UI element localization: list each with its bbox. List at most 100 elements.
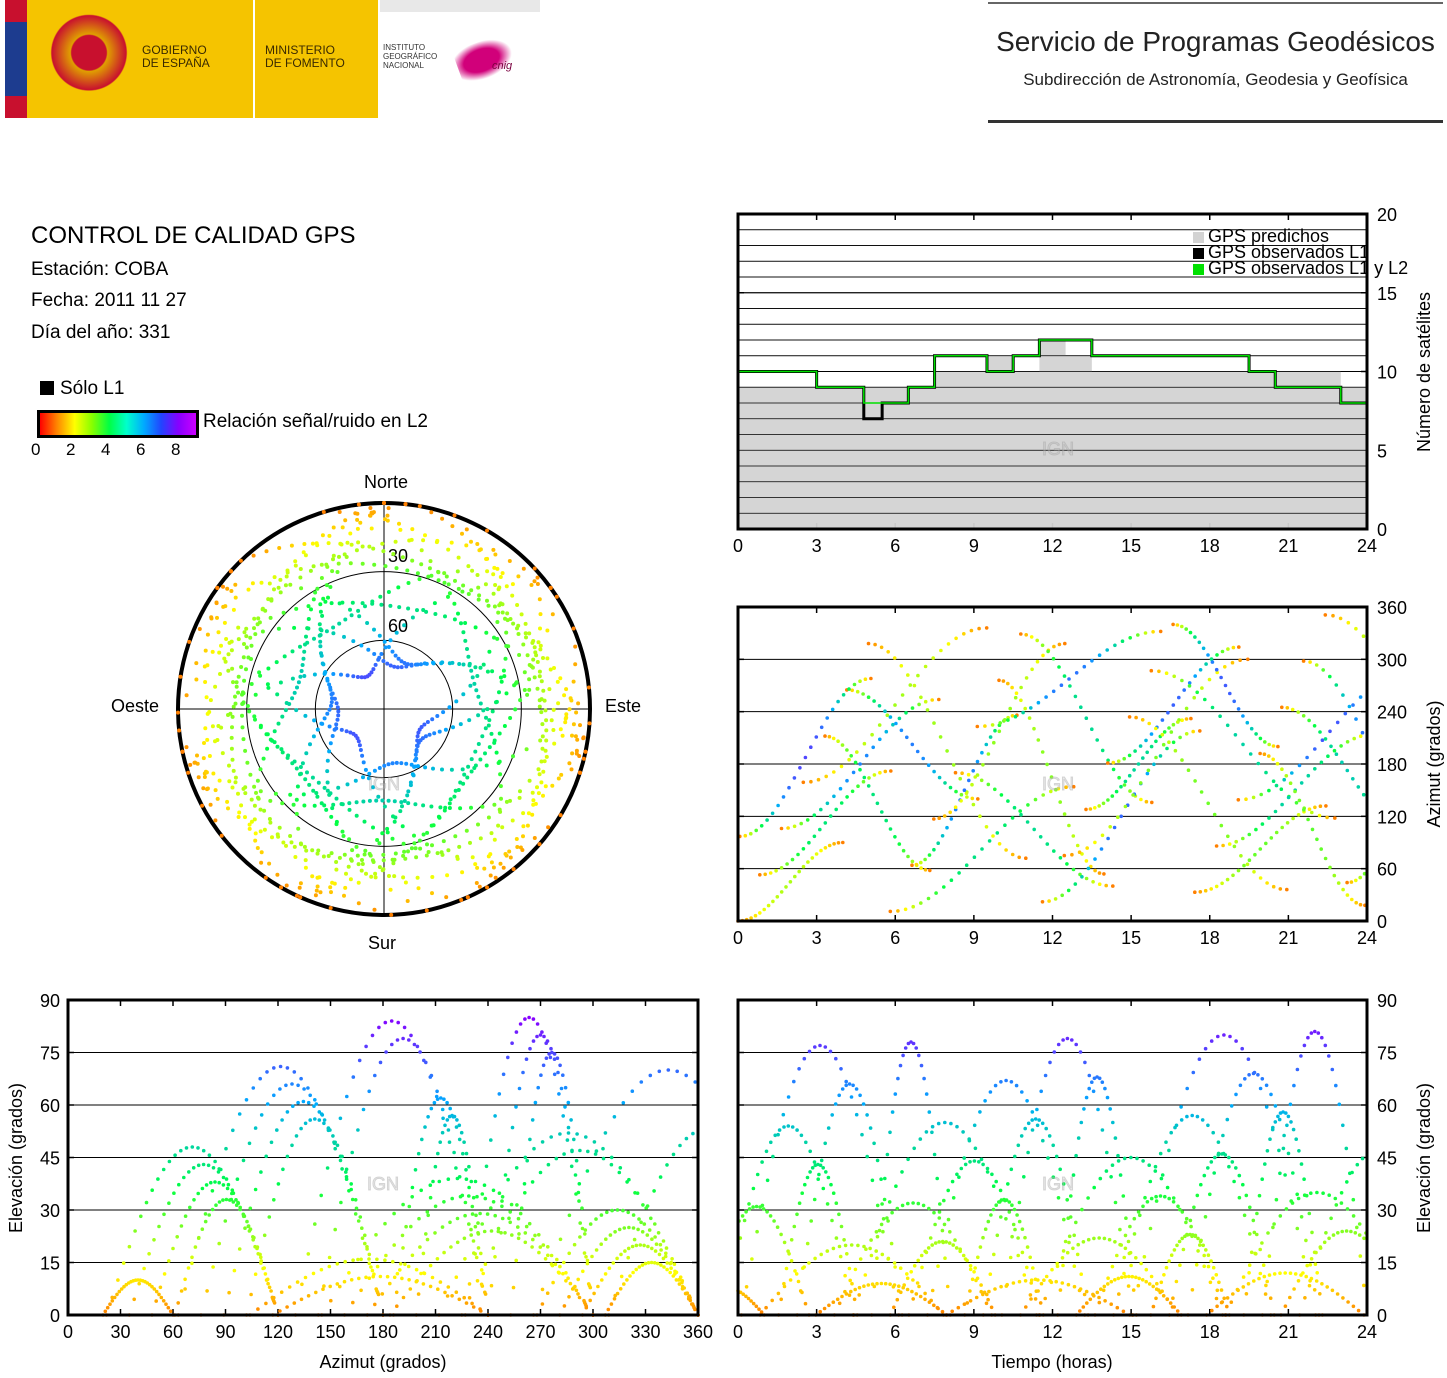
track-point	[459, 898, 464, 902]
track-point	[489, 860, 494, 865]
y-tick-label: 0	[1377, 912, 1387, 932]
track-point	[894, 1184, 898, 1188]
track-point	[572, 1137, 576, 1142]
track-point	[968, 1299, 973, 1303]
track-point	[476, 713, 481, 718]
track-point	[202, 741, 206, 745]
track-point	[1131, 793, 1135, 797]
track-point	[540, 1140, 545, 1144]
track-point	[1128, 1224, 1132, 1229]
track-point	[1102, 1284, 1107, 1289]
track-point	[409, 537, 414, 542]
track-point	[1210, 1308, 1214, 1313]
track-point	[659, 1248, 663, 1252]
track-point	[1147, 1282, 1152, 1286]
track-point	[746, 1296, 751, 1301]
track-point	[470, 568, 475, 573]
track-point	[936, 1306, 940, 1311]
track-point	[1169, 1130, 1173, 1135]
track-point	[1241, 1275, 1246, 1279]
track-point	[1294, 1137, 1298, 1141]
track-point	[786, 1124, 791, 1128]
track-point	[292, 759, 297, 764]
track-point	[496, 1229, 501, 1234]
track-point	[344, 871, 348, 876]
track-point	[252, 626, 256, 631]
track-point	[942, 1222, 947, 1227]
track-point	[462, 772, 467, 777]
track-point	[915, 749, 920, 754]
track-point	[538, 647, 543, 652]
track-point	[323, 599, 328, 604]
track-point	[1317, 813, 1322, 818]
x-tick-label: 6	[890, 1322, 900, 1342]
track-point	[1131, 1288, 1136, 1292]
x-tick-label: 21	[1278, 536, 1298, 556]
track-point	[1171, 1296, 1175, 1300]
track-point	[257, 620, 262, 625]
track-point	[392, 1211, 396, 1216]
date-label: Fecha: 2011 11 27	[31, 290, 187, 311]
track-point	[928, 868, 932, 873]
north-label: Norte	[364, 472, 408, 492]
track-point	[1252, 1230, 1257, 1235]
track-point	[1202, 1264, 1206, 1269]
track-point	[1002, 1198, 1007, 1202]
track-point	[351, 674, 356, 679]
track-point	[399, 659, 404, 664]
track-point	[837, 1212, 841, 1217]
track-point	[440, 660, 445, 665]
track-point	[656, 1231, 661, 1235]
track-point	[425, 720, 430, 724]
track-point	[1202, 1173, 1207, 1178]
track-point	[240, 725, 245, 730]
track-point	[945, 749, 949, 753]
track-point	[866, 784, 871, 788]
track-point	[994, 1203, 998, 1207]
track-point	[927, 1206, 931, 1211]
track-point	[301, 1099, 306, 1104]
track-point	[401, 841, 406, 846]
track-point	[572, 1242, 577, 1247]
y-tick-label: 60	[40, 1096, 60, 1116]
track-point	[493, 583, 498, 587]
track-point	[830, 707, 835, 712]
track-point	[515, 626, 519, 631]
track-point	[335, 1282, 340, 1286]
track-point	[855, 689, 860, 694]
track-point	[911, 904, 915, 909]
track-point	[229, 735, 234, 740]
track-point	[255, 778, 260, 783]
track-point	[685, 1291, 690, 1295]
track-point	[310, 848, 315, 853]
track-point	[376, 794, 381, 799]
track-point	[1314, 1279, 1319, 1283]
track-point	[450, 660, 455, 665]
track-point	[755, 1172, 760, 1177]
track-point	[776, 803, 780, 808]
track-point	[1254, 1252, 1258, 1256]
track-point	[919, 860, 923, 865]
track-point	[1252, 870, 1256, 874]
track-point	[1033, 797, 1038, 802]
track-point	[406, 801, 411, 806]
track-point	[1284, 1207, 1289, 1211]
track-point	[207, 754, 212, 758]
track-point	[1327, 1054, 1331, 1058]
track-point	[1264, 1083, 1269, 1088]
track-point	[315, 543, 320, 548]
track-point	[1073, 882, 1078, 886]
track-point	[527, 1015, 531, 1020]
track-point	[958, 1249, 962, 1254]
track-point	[760, 1203, 765, 1208]
track-point	[298, 772, 302, 777]
track-point	[388, 663, 393, 668]
track-point	[1336, 1231, 1340, 1235]
track-point	[360, 753, 365, 758]
track-point	[664, 1251, 668, 1256]
track-point	[493, 1114, 497, 1118]
track-point	[475, 1194, 479, 1199]
track-point	[259, 1113, 264, 1117]
track-point	[168, 1309, 173, 1314]
track-point	[338, 1284, 342, 1289]
